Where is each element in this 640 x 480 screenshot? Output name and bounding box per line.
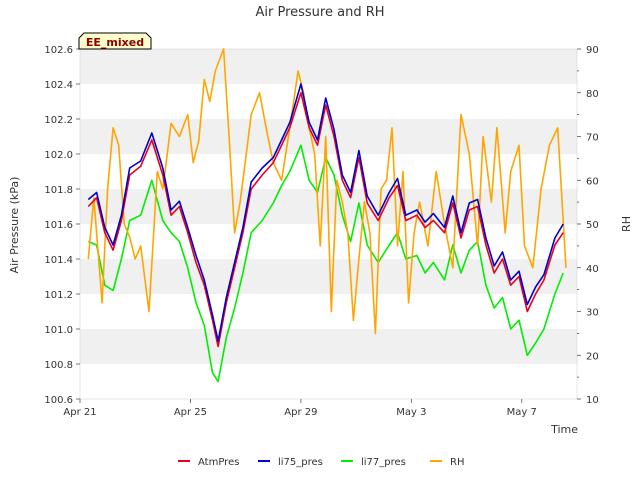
- right-axis-tick-label: 10: [586, 395, 599, 406]
- right-axis-tick-label: 80: [586, 89, 599, 100]
- chart-title: Air Pressure and RH: [255, 5, 384, 20]
- x-axis-tick-label: May 7: [507, 407, 537, 418]
- left-axis-tick-label: 101.0: [44, 325, 73, 336]
- legend-label: RH: [450, 457, 464, 468]
- plot-band: [80, 294, 577, 329]
- x-axis-tick-label: Apr 21: [63, 407, 96, 418]
- plot-band: [80, 259, 577, 294]
- x-axis-tick-label: May 3: [396, 407, 426, 418]
- left-axis-tick-label: 101.2: [44, 290, 73, 301]
- left-axis: 100.6 100.8 101.0 101.2 101.4 101.6 101.8 102.0…: [44, 45, 80, 406]
- right-axis-tick-label: 70: [586, 133, 599, 144]
- annotation-box: EE_mixed: [78, 32, 152, 50]
- x-axis-tick-label: Apr 25: [174, 407, 207, 418]
- left-axis-tick-label: 100.8: [44, 360, 73, 371]
- x-axis-tick-label: Apr 29: [284, 407, 317, 418]
- right-axis-tick-label: 60: [586, 176, 599, 187]
- right-axis-tick-label: 50: [586, 220, 599, 231]
- series-lines: [87, 48, 567, 383]
- left-axis-tick-label: 102.6: [44, 45, 73, 56]
- legend: AtmPres li75_pres li77_pres RH: [178, 457, 464, 468]
- right-axis-label: RH: [620, 216, 633, 232]
- plot-band: [80, 154, 577, 189]
- right-axis: 10 20 30 40 50 60 70 80 90: [577, 45, 599, 406]
- x-axis-label: Time: [550, 423, 578, 436]
- legend-label: AtmPres: [198, 457, 239, 468]
- right-axis-tick-label: 40: [586, 264, 599, 275]
- x-axis: Apr 21 Apr 25 Apr 29 May 3 May 7: [63, 399, 537, 418]
- plot-band: [80, 329, 577, 364]
- right-axis-tick-label: 30: [586, 308, 599, 319]
- plot-band: [80, 49, 577, 84]
- plot-band: [80, 119, 577, 154]
- series-line-atmpres: [87, 92, 564, 348]
- left-axis-tick-label: 101.6: [44, 220, 73, 231]
- right-axis-tick-label: 20: [586, 351, 599, 362]
- right-axis-tick-label: 90: [586, 45, 599, 56]
- series-line-li75_pres: [87, 83, 564, 343]
- annotation-label: EE_mixed: [86, 36, 144, 49]
- left-axis-tick-label: 101.8: [44, 185, 73, 196]
- left-axis-tick-label: 101.4: [44, 255, 73, 266]
- left-axis-label: Air Pressure (kPa): [8, 177, 21, 274]
- legend-label: li77_pres: [361, 457, 406, 468]
- legend-label: li75_pres: [278, 457, 323, 468]
- left-axis-tick-label: 102.2: [44, 115, 73, 126]
- plot-band: [80, 364, 577, 399]
- left-axis-tick-label: 102.4: [44, 80, 73, 91]
- left-axis-tick-label: 102.0: [44, 150, 73, 161]
- left-axis-tick-label: 100.6: [44, 395, 73, 406]
